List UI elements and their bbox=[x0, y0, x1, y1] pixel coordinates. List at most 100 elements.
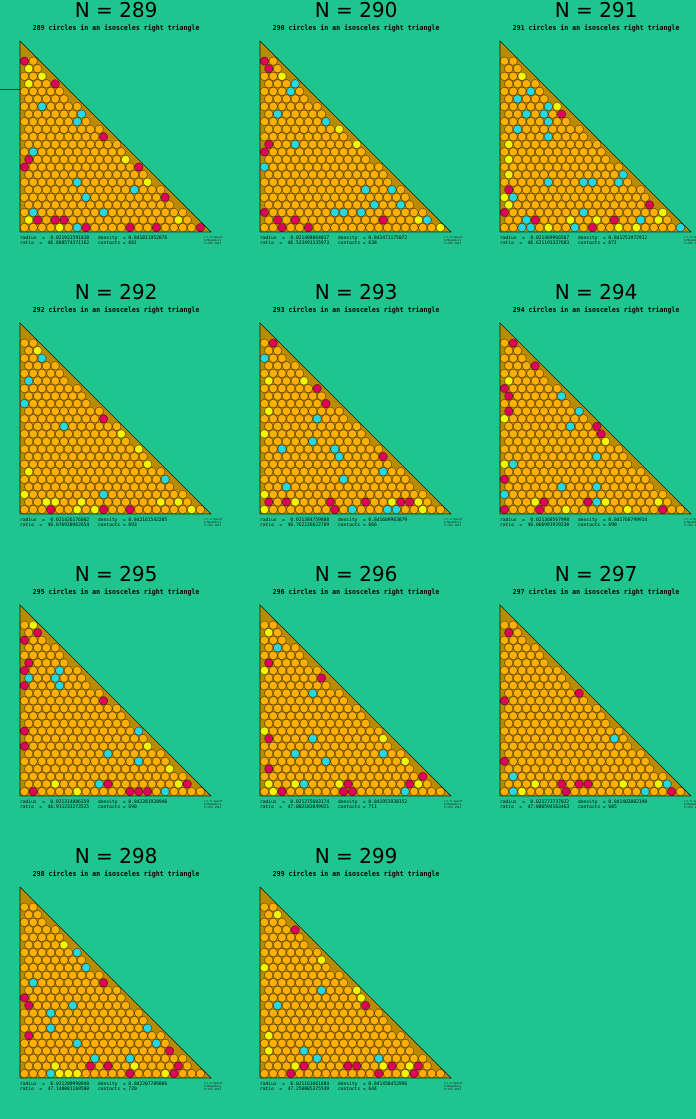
packed-circle bbox=[614, 177, 624, 187]
packed-circle bbox=[64, 772, 73, 781]
packed-circle bbox=[326, 140, 335, 149]
packed-circle bbox=[28, 1069, 38, 1078]
packed-circle bbox=[383, 741, 392, 751]
packed-circle bbox=[508, 741, 518, 751]
packed-circle bbox=[273, 925, 282, 935]
packed-circle bbox=[160, 505, 170, 514]
packed-circle bbox=[535, 475, 544, 484]
packed-circle bbox=[68, 422, 78, 431]
packed-circle bbox=[156, 1061, 166, 1071]
packed-circle bbox=[601, 170, 610, 179]
packed-circle bbox=[361, 437, 370, 446]
packed-circle bbox=[273, 422, 282, 431]
packed-circle bbox=[20, 651, 29, 660]
packed-circle bbox=[264, 940, 274, 950]
packed-circle bbox=[160, 1069, 170, 1078]
packed-circle bbox=[308, 779, 318, 789]
packed-circle bbox=[601, 764, 610, 774]
packed-circle bbox=[77, 109, 86, 119]
packed-circle bbox=[143, 223, 152, 232]
packed-circle bbox=[513, 734, 522, 743]
packed-circle bbox=[290, 719, 300, 728]
packed-circle bbox=[544, 711, 553, 721]
packed-circle bbox=[334, 406, 344, 416]
packed-circle bbox=[72, 208, 82, 217]
packed-circle bbox=[42, 764, 51, 774]
packed-circle bbox=[20, 917, 29, 927]
packed-circle bbox=[103, 437, 113, 446]
packed-circle bbox=[387, 1061, 397, 1071]
packed-circle bbox=[130, 1016, 139, 1025]
packed-circle bbox=[370, 185, 379, 195]
packed-circle bbox=[574, 497, 584, 507]
packed-circle bbox=[116, 1054, 126, 1063]
packed-circle bbox=[286, 696, 296, 706]
packed-circle bbox=[286, 87, 296, 96]
packed-circle bbox=[418, 208, 428, 217]
packed-circle bbox=[90, 1008, 100, 1018]
packed-circle bbox=[557, 704, 566, 713]
packed-circle bbox=[33, 688, 42, 698]
packed-circle bbox=[535, 444, 544, 454]
packed-circle bbox=[596, 459, 606, 469]
packed-circle bbox=[28, 681, 38, 690]
packed-circle bbox=[86, 200, 95, 210]
packed-circle bbox=[50, 688, 60, 698]
packed-circle bbox=[290, 658, 300, 668]
packed-circle bbox=[277, 666, 287, 675]
packed-circle bbox=[103, 986, 113, 995]
packed-circle bbox=[77, 215, 86, 225]
packed-circle bbox=[46, 490, 56, 499]
packed-circle bbox=[77, 1001, 86, 1010]
packed-circle bbox=[500, 429, 509, 439]
packed-circle bbox=[46, 1054, 56, 1063]
packed-circle bbox=[566, 437, 575, 446]
packed-circle bbox=[138, 185, 148, 195]
packed-circle bbox=[273, 719, 282, 728]
packed-circle bbox=[156, 749, 166, 759]
packed-circle bbox=[290, 467, 300, 477]
packed-circle bbox=[343, 497, 353, 507]
packed-circle bbox=[530, 94, 540, 104]
packed-circle bbox=[37, 635, 47, 645]
packed-circle bbox=[623, 741, 632, 751]
packed-circle bbox=[64, 444, 73, 454]
packed-circle bbox=[147, 467, 157, 477]
packed-circle bbox=[295, 490, 304, 499]
packed-circle bbox=[326, 155, 335, 164]
packed-circle bbox=[46, 993, 56, 1003]
packed-circle bbox=[614, 444, 624, 454]
packed-circle bbox=[147, 482, 157, 492]
packed-circle bbox=[134, 1008, 144, 1018]
packed-circle bbox=[561, 787, 571, 796]
packed-circle bbox=[72, 993, 82, 1003]
packed-circle bbox=[81, 681, 91, 690]
packed-circle bbox=[352, 1001, 362, 1010]
packed-circle bbox=[317, 200, 326, 210]
packed-circle bbox=[24, 215, 34, 225]
packed-circle bbox=[99, 711, 108, 721]
packed-circle bbox=[273, 779, 282, 789]
packed-circle bbox=[530, 467, 540, 477]
packed-circle bbox=[277, 87, 287, 96]
packed-circle bbox=[42, 391, 51, 401]
packed-circle bbox=[352, 467, 362, 477]
packed-circle bbox=[361, 482, 370, 492]
packed-circle bbox=[121, 749, 130, 759]
packed-circle bbox=[134, 757, 144, 766]
packed-circle bbox=[68, 764, 78, 774]
packed-circle bbox=[282, 215, 291, 225]
packed-circle bbox=[530, 688, 540, 698]
packed-circle bbox=[312, 787, 322, 796]
packed-circle bbox=[574, 437, 584, 446]
packed-circle bbox=[592, 734, 602, 743]
packed-circle bbox=[112, 764, 122, 774]
packed-circle bbox=[579, 490, 588, 499]
packed-circle bbox=[304, 177, 313, 187]
packed-circle bbox=[640, 223, 650, 232]
packed-circle bbox=[339, 1039, 348, 1048]
packed-circle bbox=[290, 925, 300, 935]
packed-circle bbox=[290, 94, 300, 104]
packed-circle bbox=[500, 338, 509, 348]
packed-circle bbox=[121, 155, 130, 164]
